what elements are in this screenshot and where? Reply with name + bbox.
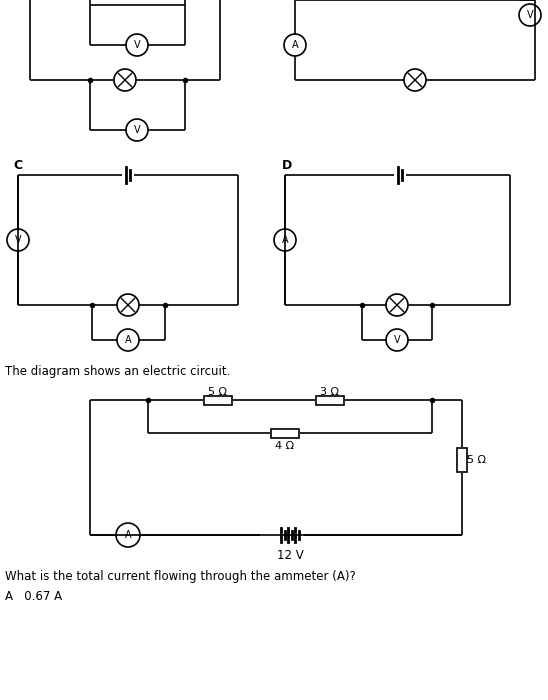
Bar: [271, 428, 299, 438]
Text: A: A: [125, 530, 132, 540]
Text: D: D: [282, 159, 292, 172]
Bar: [204, 395, 232, 405]
Text: V: V: [15, 235, 21, 245]
Text: A: A: [125, 335, 132, 345]
Text: 5 Ω: 5 Ω: [467, 455, 486, 465]
Text: C: C: [13, 159, 22, 172]
Text: V: V: [134, 125, 140, 135]
Text: V: V: [393, 335, 400, 345]
Text: A: A: [292, 40, 298, 50]
Text: V: V: [134, 40, 140, 50]
Text: 12 V: 12 V: [277, 549, 304, 562]
Text: 5 Ω: 5 Ω: [208, 387, 227, 397]
Bar: [457, 448, 467, 472]
Text: 3 Ω: 3 Ω: [321, 387, 340, 397]
Text: A: A: [282, 235, 288, 245]
Text: What is the total current flowing through the ammeter (A)?: What is the total current flowing throug…: [5, 570, 356, 583]
Text: The diagram shows an electric circuit.: The diagram shows an electric circuit.: [5, 365, 230, 378]
Text: V: V: [527, 10, 533, 20]
Bar: [316, 395, 344, 405]
Text: A   0.67 A: A 0.67 A: [5, 590, 62, 603]
Text: 4 Ω: 4 Ω: [276, 441, 295, 451]
